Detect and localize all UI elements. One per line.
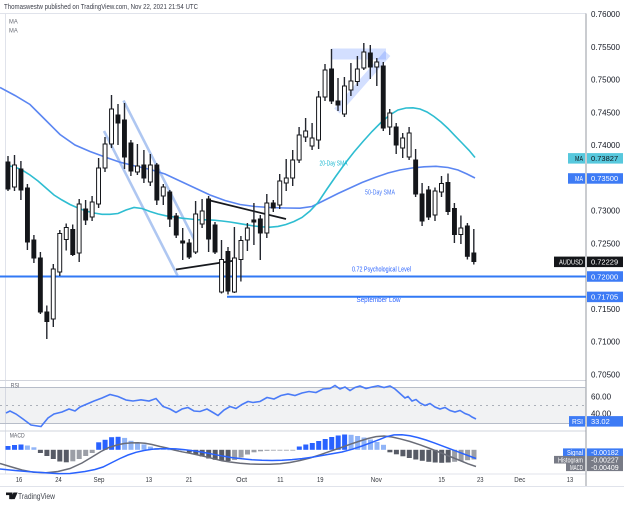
- svg-text:AUDUSD: AUDUSD: [559, 260, 583, 267]
- svg-text:Thomaswestw published on Tradi: Thomaswestw published on TradingView.com…: [4, 2, 198, 11]
- svg-text:0.72000: 0.72000: [591, 272, 618, 281]
- svg-text:MA: MA: [575, 156, 583, 163]
- svg-text:40.00: 40.00: [591, 410, 612, 419]
- svg-text:Nov: Nov: [371, 475, 382, 484]
- svg-text:0.72500: 0.72500: [591, 239, 620, 248]
- svg-text:0.74000: 0.74000: [591, 141, 620, 150]
- svg-text:TradingView: TradingView: [18, 492, 55, 501]
- svg-text:-0.00182: -0.00182: [591, 450, 619, 457]
- svg-text:0.70500: 0.70500: [591, 370, 620, 379]
- svg-text:MA: MA: [9, 19, 18, 26]
- svg-text:MA: MA: [575, 176, 583, 183]
- svg-text:MACD: MACD: [570, 465, 583, 472]
- svg-text:60.00: 60.00: [591, 393, 612, 402]
- svg-text:20-Day SMA: 20-Day SMA: [320, 161, 348, 168]
- svg-text:0.75000: 0.75000: [591, 76, 620, 85]
- svg-text:0.71000: 0.71000: [591, 338, 620, 347]
- svg-text:50-Day SMA: 50-Day SMA: [365, 190, 395, 197]
- svg-text:-0.00227: -0.00227: [591, 457, 619, 464]
- svg-text:0.75500: 0.75500: [591, 43, 620, 52]
- svg-text:0.72 Psychological Level: 0.72 Psychological Level: [352, 265, 411, 274]
- svg-text:September Low: September Low: [357, 295, 401, 304]
- svg-text:RSI: RSI: [572, 419, 583, 426]
- svg-text:Dec: Dec: [514, 475, 525, 484]
- svg-text:13: 13: [146, 475, 153, 484]
- svg-text:21: 21: [186, 475, 193, 484]
- svg-text:0.73827: 0.73827: [591, 154, 618, 163]
- svg-text:-0.00409: -0.00409: [591, 465, 619, 472]
- svg-text:MACD: MACD: [10, 433, 25, 440]
- svg-text:19: 19: [317, 475, 324, 484]
- svg-text:0.76000: 0.76000: [591, 10, 620, 19]
- svg-text:Sep: Sep: [94, 475, 105, 484]
- svg-text:0.74500: 0.74500: [591, 108, 620, 117]
- svg-text:RSI: RSI: [11, 383, 20, 390]
- svg-text:24: 24: [55, 475, 62, 484]
- svg-text:33.02: 33.02: [591, 417, 610, 426]
- svg-text:0.73000: 0.73000: [591, 207, 620, 216]
- svg-text:23: 23: [477, 475, 484, 484]
- svg-text:Signal: Signal: [567, 450, 583, 457]
- svg-text:Oct: Oct: [236, 475, 248, 484]
- svg-text:MA: MA: [9, 27, 18, 34]
- svg-text:0.71705: 0.71705: [591, 293, 618, 302]
- svg-text:15: 15: [438, 475, 445, 484]
- svg-text:13: 13: [567, 475, 574, 484]
- svg-text:0.72229: 0.72229: [591, 258, 618, 267]
- svg-text:Histogram: Histogram: [558, 458, 583, 465]
- svg-text:11: 11: [277, 475, 284, 484]
- svg-text:16: 16: [16, 475, 23, 484]
- svg-text:0.73500: 0.73500: [591, 174, 618, 183]
- svg-text:0.71500: 0.71500: [591, 305, 620, 314]
